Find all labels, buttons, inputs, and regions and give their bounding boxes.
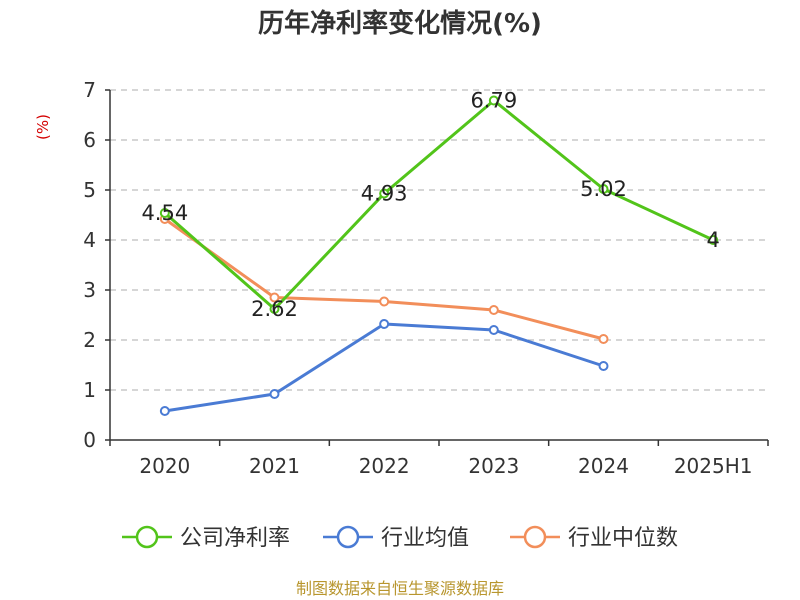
- data-point: [379, 188, 390, 199]
- data-point: [269, 304, 280, 314]
- x-tick-label: 2022: [359, 454, 410, 478]
- legend-swatch-marker: [135, 525, 159, 549]
- data-label: 6.79: [470, 89, 517, 113]
- data-point: [598, 184, 609, 194]
- data-label: 5.02: [580, 177, 627, 201]
- x-tick-label: 2020: [139, 454, 190, 478]
- series-lines: [159, 95, 719, 416]
- series-line-1: [164, 322, 604, 413]
- chart-title: 历年净利率变化情况(%): [258, 8, 542, 39]
- data-point: [159, 406, 170, 416]
- y-tick-label: 4: [83, 228, 96, 252]
- data-point: [488, 95, 499, 106]
- y-axis-unit: (%): [34, 114, 52, 140]
- data-point: [598, 334, 609, 344]
- y-tick-label: 7: [83, 78, 96, 102]
- y-tick-label: 6: [83, 128, 96, 152]
- data-point: [379, 296, 390, 307]
- data-point: [598, 361, 609, 371]
- data-point: [269, 292, 280, 303]
- y-tick-label: 0: [83, 428, 96, 452]
- y-tick-label: 1: [83, 378, 96, 402]
- y-tick-label: 2: [83, 328, 96, 352]
- legend-label: 行业中位数: [568, 526, 678, 551]
- data-label: 4.93: [361, 182, 408, 206]
- source-note: 制图数据来自恒生聚源数据库: [296, 579, 504, 598]
- data-point: [708, 235, 719, 245]
- y-tick-label: 5: [83, 178, 96, 202]
- legend-label: 公司净利率: [180, 526, 290, 551]
- y-tick-label: 3: [83, 278, 96, 302]
- legend-swatch-marker: [523, 525, 547, 549]
- x-tick-label: 2023: [468, 454, 519, 478]
- data-label: 2.62: [251, 297, 298, 321]
- legend-swatch-marker: [336, 525, 360, 549]
- series-line-0: [163, 99, 714, 311]
- data-point: [159, 208, 170, 218]
- axes: 0 1 2 3 4 5 6 7 2020 2021 2022 2023 2024 2025H1: [83, 78, 769, 478]
- legend-label: 行业均值: [381, 526, 469, 551]
- legend: 公司净利率 行业均值 行业中位数: [122, 525, 678, 551]
- grid-lines: [110, 89, 768, 391]
- x-tick-label: 2021: [249, 454, 300, 478]
- data-label: 4.54: [141, 201, 188, 225]
- data-point: [379, 319, 390, 329]
- data-labels: 4.54 2.62 4.93 6.79 5.02 4: [141, 89, 719, 322]
- data-point: [488, 325, 499, 335]
- x-tick-label: 2024: [578, 454, 629, 478]
- data-point: [488, 305, 499, 315]
- data-label: 4: [706, 228, 719, 252]
- data-point: [269, 389, 280, 399]
- x-tick-label: 2025H1: [674, 454, 753, 478]
